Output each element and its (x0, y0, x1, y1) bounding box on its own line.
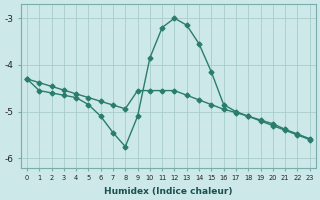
X-axis label: Humidex (Indice chaleur): Humidex (Indice chaleur) (104, 187, 233, 196)
